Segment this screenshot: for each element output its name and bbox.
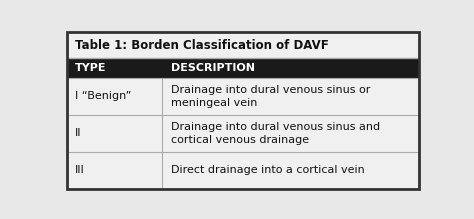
Bar (67, 115, 419, 152)
Text: Table 1: Borden Classification of DAVF: Table 1: Borden Classification of DAVF (75, 39, 328, 52)
Text: DESCRIPTION: DESCRIPTION (171, 63, 255, 73)
Text: TYPE: TYPE (75, 63, 106, 73)
Bar (67, 78, 419, 115)
Text: III: III (75, 165, 84, 175)
Bar (67, 58, 419, 78)
Text: II: II (75, 128, 81, 138)
Text: Drainage into dural venous sinus or
meningeal vein: Drainage into dural venous sinus or meni… (171, 85, 371, 108)
Text: Direct drainage into a cortical vein: Direct drainage into a cortical vein (171, 165, 365, 175)
Bar (67, 152, 419, 189)
Text: Drainage into dural venous sinus and
cortical venous drainage: Drainage into dural venous sinus and cor… (171, 122, 381, 145)
Text: I “Benign”: I “Benign” (75, 91, 131, 101)
Bar (67, 32, 419, 58)
